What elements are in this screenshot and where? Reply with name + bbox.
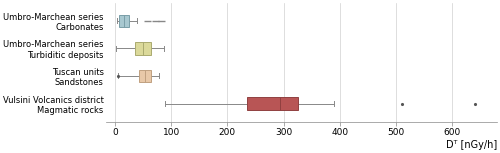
Bar bbox=[134, 42, 152, 55]
X-axis label: Dᵀ [nGy/h]: Dᵀ [nGy/h] bbox=[446, 140, 497, 150]
Bar bbox=[120, 15, 129, 27]
Bar bbox=[139, 70, 151, 82]
Bar bbox=[247, 97, 298, 110]
